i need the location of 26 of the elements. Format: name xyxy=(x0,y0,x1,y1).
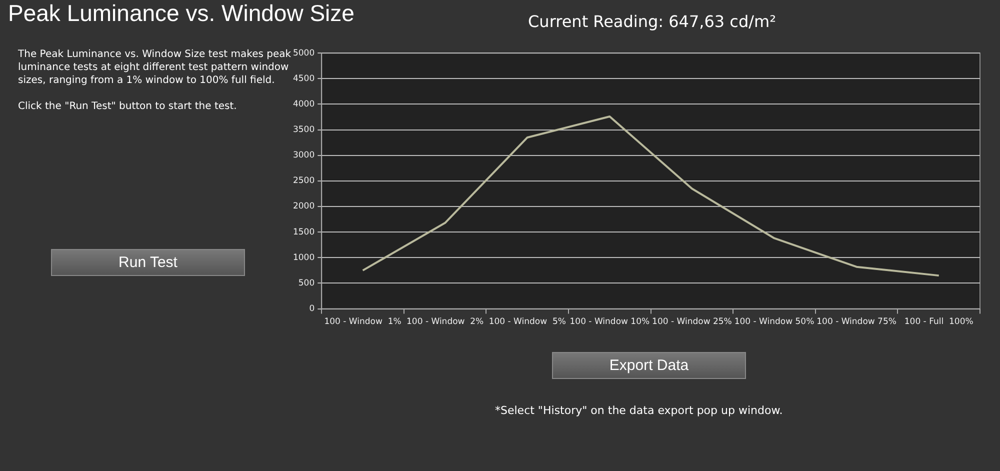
y-tick-label: 2500 xyxy=(292,176,315,186)
x-tick-label: 100 - Window 2% xyxy=(406,317,484,328)
text: Current Reading: 647,63 cd/m² xyxy=(528,12,776,32)
y-tick-label: 4000 xyxy=(292,99,315,110)
y-tick-label: 4500 xyxy=(292,74,315,84)
x-tick-label: 100 - Window 5% xyxy=(488,317,566,328)
chart-title: Peak Luminance vs. Window Size xyxy=(8,0,354,27)
y-tick-label: 5000 xyxy=(292,48,315,58)
button: Export Data xyxy=(552,352,746,379)
text: Click the "Run Test" button to start the test. xyxy=(18,101,237,112)
text: The Peak Luminance vs. Window Size test makes peak luminance tests at eight different test pattern window sizes, ranging from a 1% window to 100% full field. xyxy=(18,49,292,86)
y-tick-label: 1500 xyxy=(292,227,315,238)
button: Run Test xyxy=(51,249,245,276)
y-tick-label: 1000 xyxy=(292,252,315,263)
x-tick-label: 100 - Window 75% xyxy=(816,317,896,328)
x-tick-label: 100 - Window 25% xyxy=(652,317,732,328)
y-tick-label: 0 xyxy=(309,304,315,314)
y-tick-label: 2000 xyxy=(292,202,315,212)
y-tick-label: 3500 xyxy=(292,125,315,136)
x-tick-label: 100 - Full 100% xyxy=(904,317,974,328)
y-tick-label: 3000 xyxy=(292,150,315,161)
text: *Select "History" on the data export pop up window. xyxy=(495,404,783,417)
x-tick-label: 100 - Window 1% xyxy=(324,317,402,328)
y-tick-label: 500 xyxy=(298,278,315,288)
x-tick-label: 100 - Window 10% xyxy=(570,317,650,328)
x-tick-label: 100 - Window 50% xyxy=(734,317,814,328)
